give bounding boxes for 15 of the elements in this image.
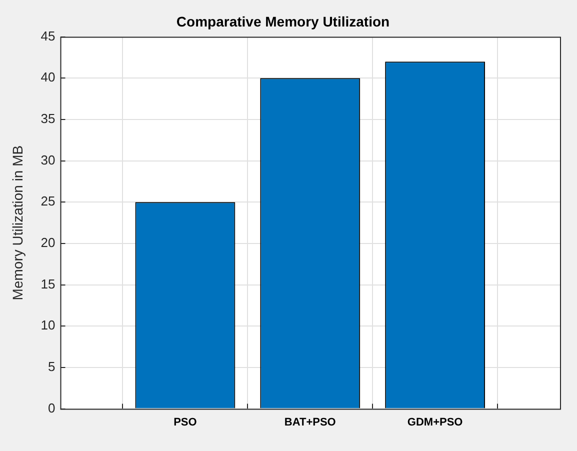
x-tick-label: PSO	[174, 416, 198, 428]
y-tick-label: 0	[48, 400, 56, 416]
y-tick-label: 45	[40, 28, 56, 44]
y-tick-label: 10	[40, 318, 56, 333]
y-tick-label: 20	[40, 235, 56, 250]
chart-title: Comparative Memory Utilization	[176, 13, 390, 30]
y-tick-label: 35	[40, 111, 56, 126]
y-tick-label: 40	[40, 70, 56, 85]
x-tick-label: BAT+PSO	[284, 416, 336, 428]
y-tick-label: 30	[40, 152, 56, 168]
y-tick-label: 25	[40, 194, 56, 209]
x-tick-label: GDM+PSO	[407, 416, 464, 428]
y-axis-title: Memory Utilization in MB	[9, 145, 26, 300]
y-tick-label: 5	[48, 359, 56, 374]
y-tick-label: 15	[40, 276, 56, 292]
